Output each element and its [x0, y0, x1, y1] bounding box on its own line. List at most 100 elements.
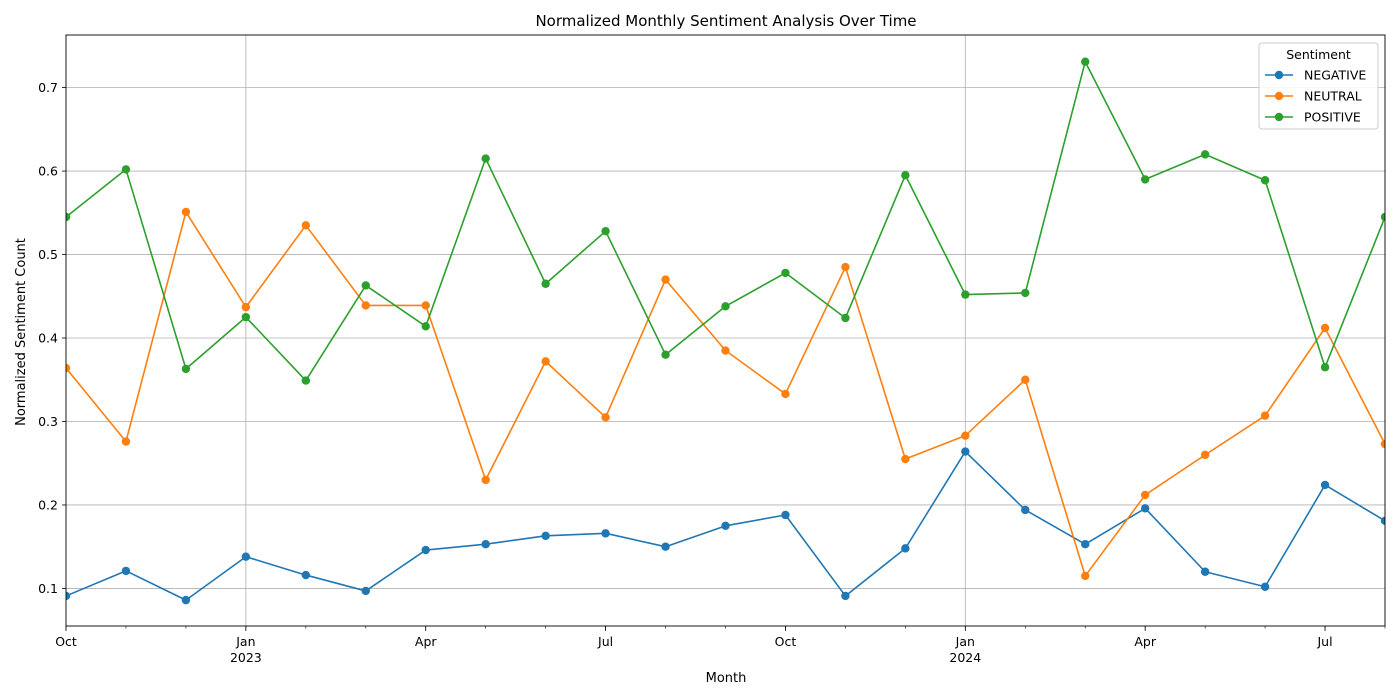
- data-point-negative: [1200, 567, 1210, 576]
- grid: [66, 35, 1385, 626]
- legend-swatch-marker: [1274, 112, 1284, 122]
- series-negative: [66, 447, 1385, 605]
- data-point-negative: [481, 539, 490, 549]
- data-point-negative: [901, 544, 910, 553]
- data-point-negative: [721, 521, 730, 531]
- legend: Sentiment NEGATIVE NEUTRAL POSITIVE: [1258, 42, 1379, 130]
- legend-label: NEUTRAL: [1304, 89, 1362, 104]
- data-point-neutral: [901, 454, 910, 464]
- x-tick-label: Apr: [1134, 634, 1156, 649]
- data-point-negative: [961, 447, 970, 456]
- data-point-positive: [481, 154, 490, 163]
- data-point-negative: [1140, 504, 1150, 513]
- data-point-neutral: [121, 437, 131, 446]
- data-point-positive: [121, 165, 131, 174]
- data-point-neutral: [781, 389, 790, 399]
- data-point-positive: [661, 350, 670, 359]
- y-tick-label: 0.3: [38, 414, 58, 429]
- series-neutral: [66, 207, 1385, 581]
- data-point-positive: [1140, 175, 1150, 184]
- data-point-positive: [181, 364, 191, 374]
- x-tick-label: Jan: [235, 634, 255, 649]
- data-point-neutral: [601, 413, 610, 422]
- y-tick-label: 0.2: [38, 497, 58, 512]
- data-point-positive: [301, 376, 311, 385]
- y-tick-label: 0.6: [38, 164, 58, 179]
- legend-box: [1258, 42, 1379, 130]
- data-point-neutral: [301, 221, 311, 230]
- series-lines: [66, 57, 1385, 605]
- chart-title: Normalized Monthly Sentiment Analysis Ov…: [535, 12, 916, 30]
- legend-swatch-marker: [1274, 91, 1284, 101]
- data-point-neutral: [541, 357, 550, 366]
- data-point-positive: [541, 279, 550, 288]
- data-point-negative: [1320, 480, 1330, 490]
- y-axis-label: Normalized Sentiment Count: [14, 238, 29, 426]
- data-point-neutral: [841, 262, 850, 272]
- series-positive: [66, 57, 1385, 385]
- data-point-negative: [541, 531, 550, 541]
- data-point-positive: [1200, 150, 1210, 159]
- data-point-negative: [1380, 516, 1385, 526]
- x-tick-label: Apr: [415, 634, 437, 649]
- data-point-neutral: [361, 301, 370, 310]
- data-point-neutral: [961, 431, 970, 440]
- data-point-neutral: [661, 275, 670, 284]
- x-axis-label: Month: [706, 671, 747, 686]
- data-point-positive: [961, 290, 970, 299]
- data-point-neutral: [1200, 450, 1210, 460]
- data-point-negative: [1081, 539, 1090, 549]
- x-tick-label: Jan: [955, 634, 975, 649]
- data-point-negative: [421, 545, 430, 555]
- legend-label: POSITIVE: [1304, 110, 1361, 125]
- x-tick-label: Jul: [1316, 634, 1332, 649]
- plot-frame: [65, 34, 1386, 627]
- x-tick-label: Oct: [775, 634, 797, 649]
- data-point-positive: [1380, 212, 1385, 222]
- data-point-neutral: [1380, 439, 1385, 449]
- x-tick-year-label: 2024: [949, 650, 981, 665]
- data-point-negative: [301, 570, 311, 580]
- data-point-neutral: [1081, 571, 1090, 581]
- y-tick-label: 0.7: [38, 80, 58, 95]
- data-point-negative: [181, 595, 191, 605]
- data-point-negative: [601, 529, 610, 538]
- data-point-positive: [361, 281, 370, 290]
- data-point-neutral: [181, 207, 191, 217]
- data-point-positive: [66, 212, 71, 222]
- data-point-positive: [1081, 57, 1090, 66]
- data-point-neutral: [66, 363, 71, 373]
- y-tick-label: 0.1: [38, 581, 58, 596]
- data-point-neutral: [1320, 323, 1330, 333]
- data-point-positive: [421, 322, 430, 331]
- data-point-positive: [721, 302, 730, 311]
- data-point-positive: [781, 268, 790, 278]
- data-point-negative: [661, 542, 670, 551]
- data-point-neutral: [241, 302, 251, 312]
- data-point-negative: [781, 510, 790, 520]
- data-point-negative: [361, 586, 370, 596]
- data-point-positive: [841, 313, 850, 323]
- data-point-neutral: [721, 346, 730, 355]
- data-point-neutral: [1140, 490, 1150, 500]
- y-tick-label: 0.4: [38, 331, 58, 346]
- data-point-neutral: [1260, 411, 1270, 420]
- x-tick-label: Oct: [55, 634, 77, 649]
- data-point-positive: [1320, 363, 1330, 372]
- data-point-negative: [1260, 582, 1270, 591]
- data-point-negative: [121, 566, 131, 576]
- data-point-negative: [841, 591, 850, 601]
- data-point-negative: [1021, 505, 1030, 515]
- data-point-negative: [241, 552, 251, 561]
- data-point-neutral: [481, 475, 490, 485]
- data-point-positive: [1260, 176, 1270, 185]
- data-point-positive: [901, 171, 910, 180]
- data-point-positive: [1021, 288, 1030, 298]
- legend-swatch-marker: [1274, 70, 1284, 80]
- data-point-negative: [66, 591, 71, 601]
- y-tick-label: 0.5: [38, 247, 58, 262]
- legend-label: NEGATIVE: [1304, 68, 1366, 83]
